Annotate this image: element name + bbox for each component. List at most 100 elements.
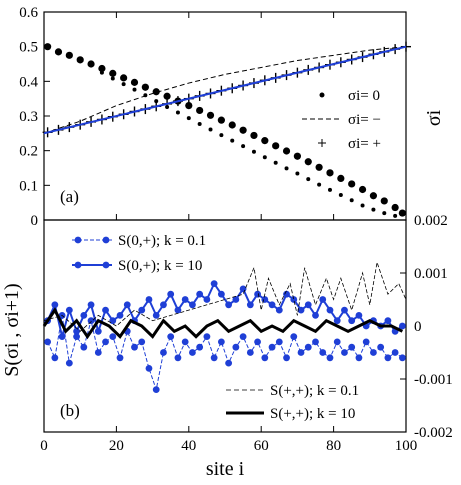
panel-b-data-point [109, 317, 117, 325]
panel-b-data-point [181, 338, 189, 346]
panel-a-dot-point [196, 106, 204, 115]
panel-b-data-point [152, 312, 160, 319]
panel-b-data-point [174, 354, 182, 362]
legend-dot-marker [102, 261, 110, 269]
panel-b-data-point [355, 312, 363, 319]
panel-b-data-point [210, 354, 218, 362]
panel-a-dot-point [44, 43, 52, 51]
panel-b-legend-entry: S(0,+); k = 0.1 [72, 233, 206, 249]
panel-a-dot-point [272, 142, 280, 150]
panel-b-data-point [116, 354, 124, 362]
panel-b-data-point [145, 296, 153, 303]
panel-a-dot-point [241, 144, 246, 149]
panel-b-data-point [217, 338, 225, 346]
panel-b-data-point [398, 354, 406, 362]
panel-a-dot-point [261, 137, 269, 145]
panel-b-data-point [160, 301, 167, 309]
panel-b-data-point [138, 338, 146, 346]
panel-b-data-point [326, 306, 334, 314]
panel-a-dot-point [382, 211, 387, 216]
panel-a-dot-point [338, 193, 343, 198]
panel-b-data-point [319, 349, 327, 356]
panel-a-dot-point [186, 116, 191, 121]
panel-b-data-point [102, 338, 109, 346]
panel-a-ytick-label: 0.1 [19, 178, 38, 194]
panel-b-data-point [203, 333, 211, 340]
panel-b-data-point [94, 349, 102, 356]
panel-b-tag: (b) [60, 401, 80, 420]
panel-b-data-point [297, 306, 305, 314]
panel-a-ytick-label: 0.6 [19, 5, 38, 21]
panel-a-dot-point [306, 177, 311, 182]
panel-a-dot-point [391, 203, 399, 212]
panel-a-dot-point [380, 197, 388, 205]
panel-b-data-point [312, 312, 319, 319]
panel-a-ytick-label: 0.5 [19, 40, 38, 56]
panel-b-legend-entry: S(+,+); k = 0.1 [226, 383, 359, 399]
panel-b-ytick-label: 0.001 [414, 266, 448, 282]
panel-b-data-point [80, 343, 88, 351]
panel-a-dot-point [208, 127, 213, 132]
panel-a-dot-point [295, 171, 300, 176]
panel-b-legend-label: S(0,+); k = 0.1 [118, 233, 206, 249]
panel-b-data-point [232, 296, 240, 303]
panel-a-dot-point [154, 99, 159, 104]
panel-a-dot-point [206, 111, 215, 119]
panel-b-data-point [384, 317, 392, 325]
panel-a-dot-point [130, 78, 139, 86]
panel-b-xtick-label: 0 [40, 438, 48, 454]
panel-b-data-point [73, 333, 80, 340]
panel-a-dot-point [132, 87, 137, 92]
panel-b-data-point [160, 349, 167, 356]
panel-b-data-point [304, 343, 312, 351]
panel-b-legend-label: S(+,+); k = 0.1 [270, 383, 359, 399]
panel-a-dot-point [65, 51, 73, 59]
panel-a-ytick-label: 0.4 [19, 74, 38, 90]
panel-b-data-point [275, 338, 283, 346]
panel-b-series-line [42, 307, 404, 340]
panel-b-data-point [355, 354, 363, 362]
x-axis-title: site i [206, 458, 245, 480]
panel-a-dot-point [327, 187, 332, 192]
panel-b-data-point [370, 349, 377, 356]
panel-b-data-point [116, 312, 124, 319]
panel-a-dot-point [228, 121, 236, 129]
panel-a-dot-point [282, 147, 291, 155]
panel-b-data-point [225, 359, 233, 367]
panel-b-data-point [362, 338, 370, 346]
panel-a-dot-point [393, 213, 398, 218]
panel-b-data-point [203, 296, 211, 303]
panel-a: 0 0.1 0.2 0.3 0.4 0.5 0.6 σi= 0 σi= − σi= + [19, 5, 411, 229]
panel-a-dot-point [87, 60, 95, 68]
panel-b-data-point [167, 290, 175, 298]
panel-b-data-point [268, 343, 276, 351]
panel-a-dot-point [360, 203, 365, 208]
panel-b-data-point [58, 333, 66, 340]
panel-b-xtick-label: 80 [326, 438, 341, 454]
panel-b-data-point [65, 306, 73, 314]
panel-a-dot-point [175, 110, 180, 115]
panel-a-ytick-label: 0.3 [19, 109, 38, 125]
panel-a-dot-point [141, 83, 149, 91]
panel-b-data-point [189, 301, 196, 309]
panel-b-data-point [131, 343, 138, 351]
panel-a-dot-point [121, 82, 126, 87]
panel-b-data-point [217, 290, 225, 298]
panel-b-data-point [254, 290, 261, 298]
y-axis-title-right: σi [423, 109, 445, 126]
panel-b-data-point [87, 317, 95, 325]
panel-b-data-point [348, 317, 356, 325]
panel-b-legend-entry: S(+,+); k = 10 [226, 406, 355, 422]
panel-a-dot-point [163, 92, 171, 100]
y-axis-title-left: S(σi , σi+1) [1, 283, 23, 376]
panel-a-series-line [43, 46, 407, 134]
panel-a-dot-point [98, 64, 106, 73]
panel-b-data-point [102, 306, 109, 314]
panel-b-ytick-label: 0.002 [414, 213, 448, 229]
panel-a-dot-point [54, 48, 63, 56]
panel-b-data-point [44, 338, 52, 346]
panel-b-data-point [333, 317, 341, 325]
panel-b-data-point [290, 296, 298, 303]
panel-b-series-line [43, 262, 407, 332]
legend-dot-marker [319, 92, 325, 98]
